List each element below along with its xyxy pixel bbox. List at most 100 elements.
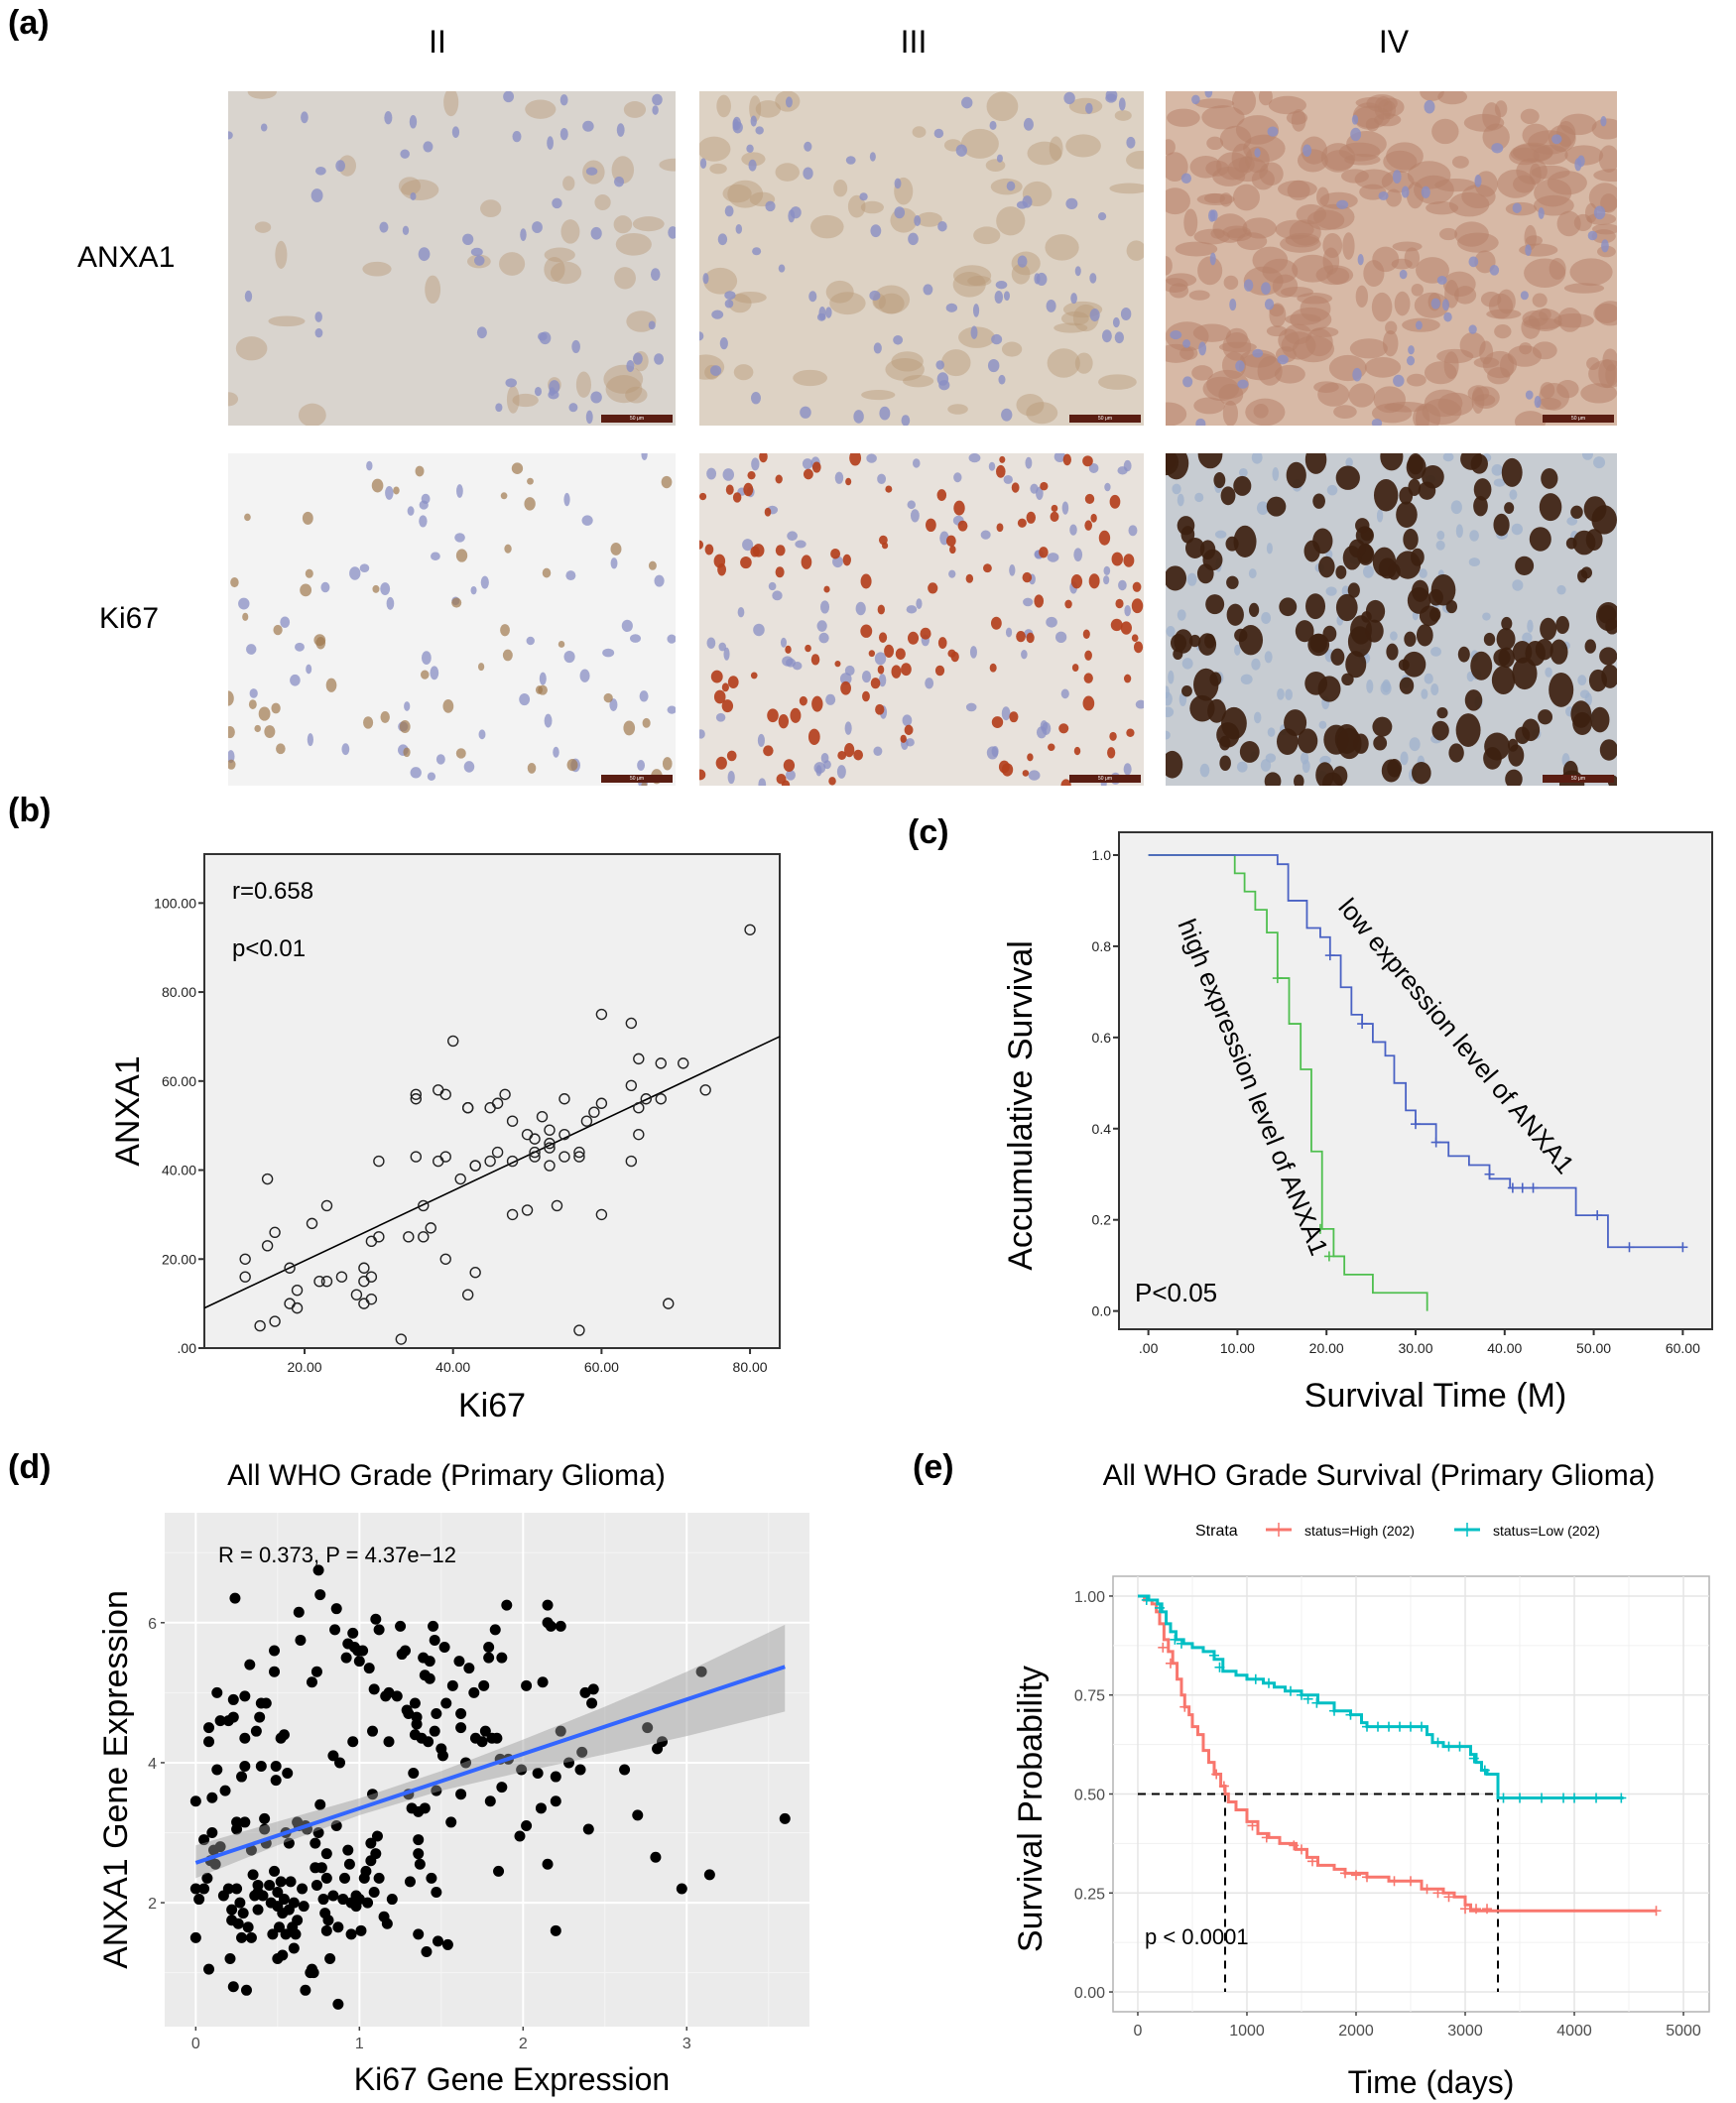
data-point (408, 1768, 420, 1780)
nucleus (534, 386, 542, 397)
nucleus (800, 406, 811, 419)
dab-stained-cell (1219, 125, 1252, 152)
nucleus (1587, 230, 1598, 241)
ki67-positive-nucleus (860, 624, 873, 638)
nucleus (341, 743, 350, 756)
nucleus (1421, 186, 1430, 198)
dab-stained-cell (912, 126, 927, 138)
dab-stained-cell (1313, 203, 1355, 230)
nucleus (752, 247, 762, 256)
ki67-positive-nucleus (1304, 672, 1328, 695)
dab-stained-cell (443, 91, 459, 117)
data-point (273, 1921, 285, 1933)
data-point (259, 1823, 271, 1835)
ki67-positive-nucleus (1515, 556, 1535, 575)
ki67-positive-nucleus (313, 634, 326, 647)
p-value-annotation: p < 0.0001 (1145, 1924, 1249, 1949)
nucleus (1069, 524, 1077, 536)
y-tick-label: 0.50 (1074, 1788, 1105, 1804)
ki67-positive-nucleus (1040, 481, 1049, 491)
data-point (414, 1858, 426, 1870)
nucleus (384, 111, 393, 125)
ki67-positive-nucleus (1213, 472, 1226, 489)
data-point (529, 1133, 541, 1145)
data-point (419, 1802, 431, 1814)
data-point (573, 1146, 585, 1159)
y-tick-label: 1.00 (1074, 1589, 1105, 1606)
data-point (320, 1848, 332, 1860)
ki67-positive-nucleus (1525, 640, 1546, 667)
data-point (403, 1708, 415, 1720)
ki67-positive-nucleus (1570, 700, 1592, 728)
data-point (544, 1160, 556, 1172)
y-tick-label: .00 (178, 1340, 197, 1356)
dab-stained-cell (1016, 393, 1045, 417)
micrograph-ki67-grade-iii: 50 μm (699, 453, 1144, 786)
nucleus (802, 458, 813, 469)
ki67-positive-nucleus (527, 477, 534, 485)
x-tick-label: 0 (191, 2036, 200, 2052)
nucleus (1260, 759, 1272, 772)
ki67-positive-nucleus (1115, 598, 1124, 609)
nucleus (480, 575, 489, 589)
ki67-positive-nucleus (1088, 573, 1100, 589)
ki67-positive-nucleus (1457, 646, 1470, 663)
nucleus (1252, 348, 1264, 358)
ki67-positive-nucleus (1204, 633, 1216, 649)
dab-stained-cell (1166, 139, 1176, 156)
dab-stained-cell (1166, 152, 1188, 182)
y-tick-label: 0.2 (1092, 1212, 1112, 1228)
nucleus (980, 530, 991, 540)
ki67-positive-nucleus (875, 703, 885, 715)
nucleus (478, 729, 486, 740)
dab-stained-cell (1098, 374, 1137, 390)
nucleus (386, 596, 395, 610)
nucleus (553, 746, 559, 758)
ki67-positive-nucleus (713, 554, 726, 568)
ki67-positive-nucleus (1336, 727, 1362, 760)
nucleus (1054, 631, 1067, 644)
nucleus (1527, 619, 1534, 633)
data-point (320, 1276, 333, 1288)
x-tick-label: 80.00 (733, 1359, 768, 1375)
ki67-positive-nucleus (840, 680, 851, 695)
nucleus (565, 570, 576, 581)
panel-label-e: (e) (913, 1448, 954, 1486)
data-point (201, 1872, 213, 1884)
data-point (633, 1052, 645, 1065)
data-point (360, 1865, 372, 1877)
data-point (189, 1931, 201, 1943)
nucleus (520, 228, 527, 241)
nucleus (1509, 489, 1518, 500)
data-point (421, 1945, 433, 1957)
ki67-positive-nucleus (258, 706, 271, 721)
nucleus (724, 205, 734, 217)
nucleus (1023, 117, 1034, 131)
data-point (332, 1921, 344, 1933)
ki67-positive-nucleus (989, 663, 997, 673)
nucleus (547, 136, 554, 150)
nucleus (1482, 612, 1491, 621)
survival-curve-low (1137, 1594, 1624, 1799)
ki67-positive-nucleus (1022, 571, 1033, 583)
nucleus (1443, 311, 1452, 322)
data-point (327, 1750, 339, 1762)
nucleus (519, 692, 531, 706)
ki67-positive-nucleus (1539, 493, 1562, 522)
nucleus (989, 120, 997, 130)
tissue-background (699, 91, 1144, 426)
nucleus (1493, 478, 1506, 487)
y-axis-label: Accumulative Survival (1002, 940, 1040, 1271)
dab-stained-cell (1406, 182, 1425, 209)
ki67-positive-nucleus (936, 489, 947, 501)
dab-stained-cell (990, 178, 1023, 195)
dab-stained-cell (1167, 108, 1200, 127)
data-point (211, 1764, 223, 1776)
ki67-positive-nucleus (878, 535, 888, 546)
nucleus (1001, 706, 1011, 721)
dab-stained-cell (1201, 105, 1245, 130)
nucleus (1265, 753, 1277, 763)
data-point (288, 1897, 300, 1909)
ki67-positive-nucleus (228, 759, 236, 770)
nucleus (1522, 632, 1533, 644)
